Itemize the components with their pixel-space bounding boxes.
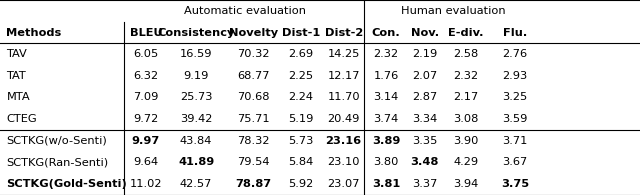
Text: 3.71: 3.71 bbox=[502, 136, 528, 146]
Text: 3.94: 3.94 bbox=[453, 179, 478, 189]
Text: 9.64: 9.64 bbox=[133, 158, 159, 168]
Text: 3.59: 3.59 bbox=[502, 114, 528, 124]
Text: 5.92: 5.92 bbox=[288, 179, 314, 189]
Text: 75.71: 75.71 bbox=[237, 114, 270, 124]
Text: 3.75: 3.75 bbox=[501, 179, 529, 189]
Text: BLEU: BLEU bbox=[130, 27, 162, 37]
Text: 14.25: 14.25 bbox=[328, 49, 360, 59]
Text: 41.89: 41.89 bbox=[178, 158, 214, 168]
Text: 2.32: 2.32 bbox=[453, 71, 478, 81]
Text: MTA: MTA bbox=[6, 92, 30, 103]
Text: 2.25: 2.25 bbox=[288, 71, 314, 81]
Text: Flu.: Flu. bbox=[503, 27, 527, 37]
Text: 2.69: 2.69 bbox=[288, 49, 314, 59]
Text: 3.35: 3.35 bbox=[412, 136, 437, 146]
Text: 3.34: 3.34 bbox=[412, 114, 437, 124]
Text: 3.67: 3.67 bbox=[502, 158, 528, 168]
Text: TAV: TAV bbox=[6, 49, 27, 59]
Text: 2.32: 2.32 bbox=[373, 49, 399, 59]
Text: 6.05: 6.05 bbox=[133, 49, 159, 59]
Text: Consistency: Consistency bbox=[157, 27, 235, 37]
Text: 78.32: 78.32 bbox=[237, 136, 270, 146]
Text: SCTKG(Gold-Senti): SCTKG(Gold-Senti) bbox=[6, 179, 127, 189]
Text: E-div.: E-div. bbox=[448, 27, 483, 37]
Text: 23.07: 23.07 bbox=[328, 179, 360, 189]
Text: 9.97: 9.97 bbox=[132, 136, 160, 146]
Text: 2.19: 2.19 bbox=[412, 49, 437, 59]
Text: 5.19: 5.19 bbox=[288, 114, 314, 124]
Text: 78.87: 78.87 bbox=[236, 179, 272, 189]
Text: 5.73: 5.73 bbox=[288, 136, 314, 146]
Text: 2.87: 2.87 bbox=[412, 92, 437, 103]
Text: 3.25: 3.25 bbox=[502, 92, 528, 103]
Text: 11.70: 11.70 bbox=[328, 92, 360, 103]
Text: 68.77: 68.77 bbox=[237, 71, 270, 81]
Text: Automatic evaluation: Automatic evaluation bbox=[184, 6, 307, 16]
Text: 3.37: 3.37 bbox=[412, 179, 437, 189]
Text: 2.93: 2.93 bbox=[502, 71, 528, 81]
Text: Methods: Methods bbox=[6, 27, 61, 37]
Text: 25.73: 25.73 bbox=[180, 92, 212, 103]
Text: 70.32: 70.32 bbox=[237, 49, 270, 59]
Text: 79.54: 79.54 bbox=[237, 158, 270, 168]
Text: TAT: TAT bbox=[6, 71, 26, 81]
Text: 7.09: 7.09 bbox=[133, 92, 159, 103]
Text: Nov.: Nov. bbox=[411, 27, 438, 37]
Text: 39.42: 39.42 bbox=[180, 114, 212, 124]
Text: 6.32: 6.32 bbox=[133, 71, 159, 81]
Text: 2.24: 2.24 bbox=[288, 92, 314, 103]
Text: 3.74: 3.74 bbox=[373, 114, 399, 124]
Text: 3.80: 3.80 bbox=[373, 158, 399, 168]
Text: 11.02: 11.02 bbox=[130, 179, 162, 189]
Text: 2.17: 2.17 bbox=[453, 92, 478, 103]
Text: CTEG: CTEG bbox=[6, 114, 37, 124]
Text: 9.72: 9.72 bbox=[133, 114, 159, 124]
Text: 12.17: 12.17 bbox=[328, 71, 360, 81]
Text: 42.57: 42.57 bbox=[180, 179, 212, 189]
Text: 20.49: 20.49 bbox=[328, 114, 360, 124]
Text: 3.08: 3.08 bbox=[453, 114, 478, 124]
Text: 16.59: 16.59 bbox=[180, 49, 212, 59]
Text: 70.68: 70.68 bbox=[237, 92, 270, 103]
Text: Human evaluation: Human evaluation bbox=[401, 6, 506, 16]
Text: 23.16: 23.16 bbox=[326, 136, 362, 146]
Text: 2.76: 2.76 bbox=[502, 49, 528, 59]
Text: 5.84: 5.84 bbox=[288, 158, 314, 168]
Text: 2.07: 2.07 bbox=[412, 71, 437, 81]
Text: 3.89: 3.89 bbox=[372, 136, 400, 146]
Text: 43.84: 43.84 bbox=[180, 136, 212, 146]
Text: 3.48: 3.48 bbox=[410, 158, 439, 168]
Text: 2.58: 2.58 bbox=[453, 49, 478, 59]
Text: 1.76: 1.76 bbox=[373, 71, 399, 81]
Text: Novelty: Novelty bbox=[229, 27, 278, 37]
Text: 9.19: 9.19 bbox=[184, 71, 209, 81]
Text: Dist-1: Dist-1 bbox=[282, 27, 320, 37]
Text: Dist-2: Dist-2 bbox=[324, 27, 363, 37]
Text: 23.10: 23.10 bbox=[328, 158, 360, 168]
Text: 4.29: 4.29 bbox=[453, 158, 478, 168]
Text: 3.90: 3.90 bbox=[453, 136, 478, 146]
Text: 3.81: 3.81 bbox=[372, 179, 400, 189]
Text: SCTKG(Ran-Senti): SCTKG(Ran-Senti) bbox=[6, 158, 109, 168]
Text: SCTKG(w/o-Senti): SCTKG(w/o-Senti) bbox=[6, 136, 107, 146]
Text: Con.: Con. bbox=[372, 27, 400, 37]
Text: 3.14: 3.14 bbox=[373, 92, 399, 103]
